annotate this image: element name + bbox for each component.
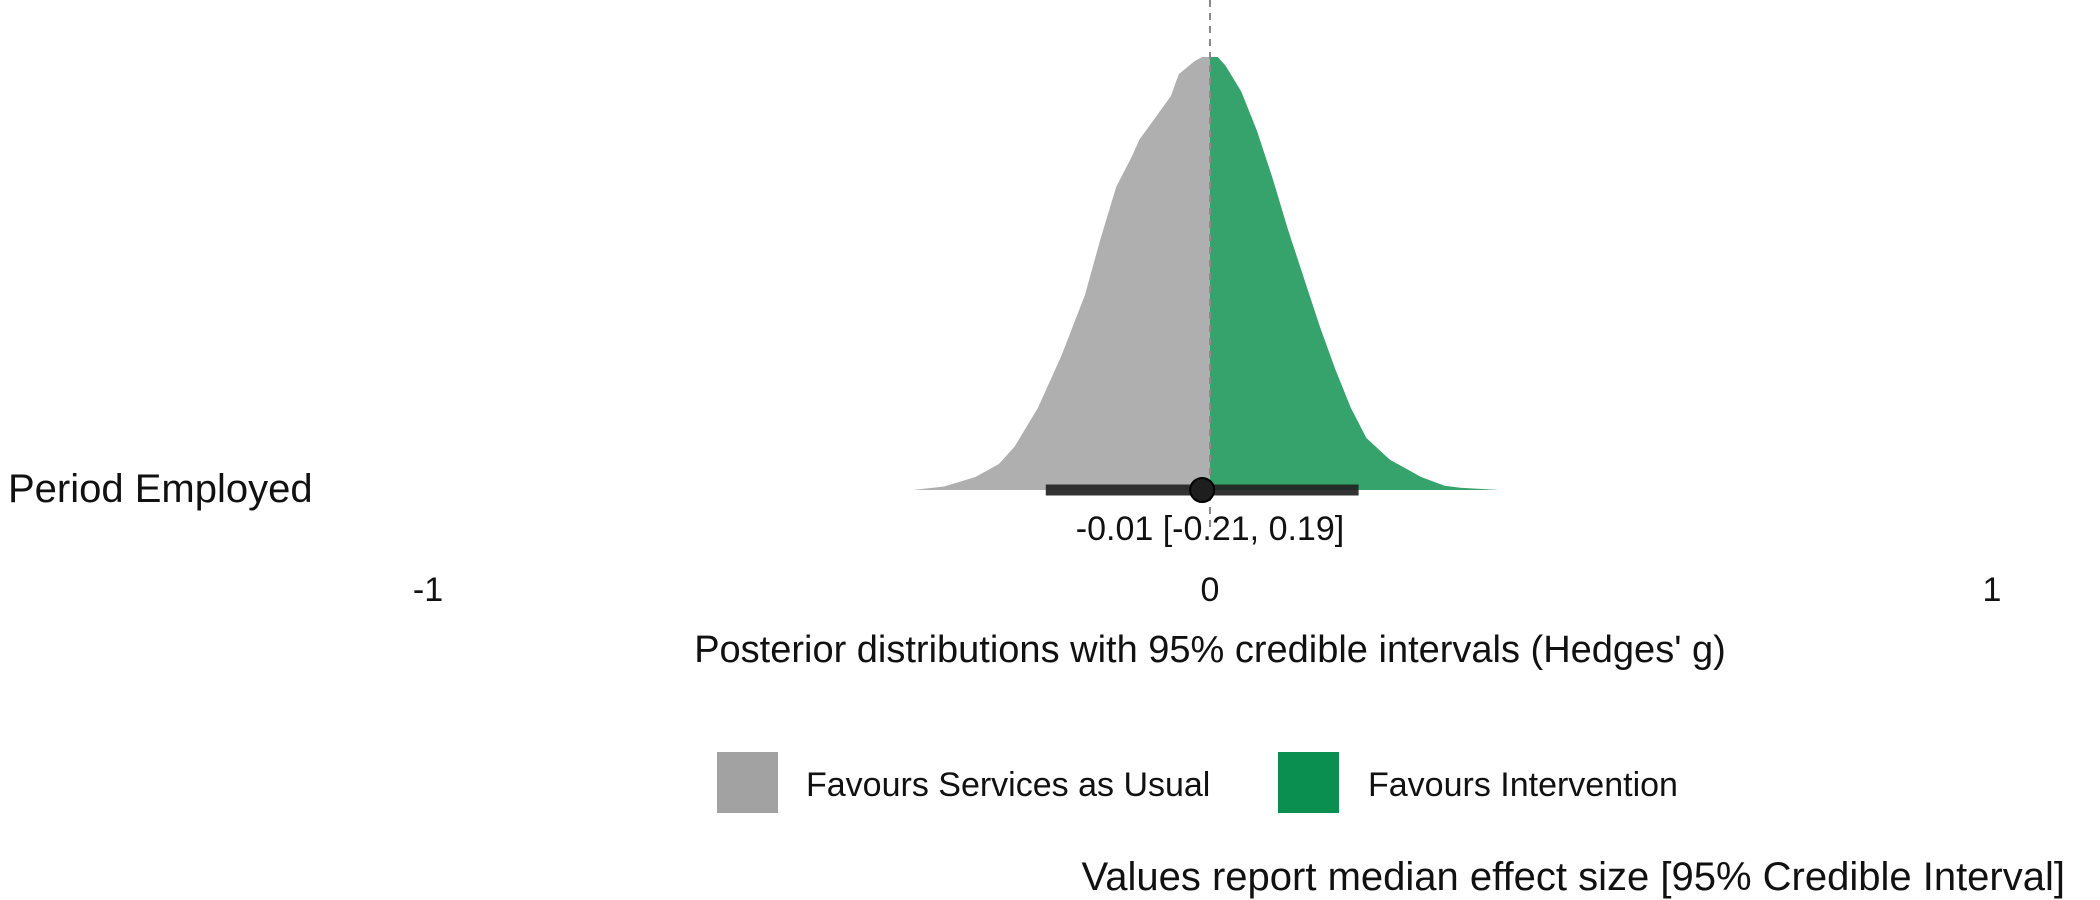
- x-axis-ticks: -1 0 1: [413, 571, 2002, 609]
- density-negative-area: [912, 57, 1210, 490]
- legend-label: Favours Services as Usual: [806, 766, 1210, 804]
- x-axis-label: Posterior distributions with 95% credibl…: [694, 629, 1726, 671]
- x-tick-label: -1: [413, 571, 443, 609]
- legend-label: Favours Intervention: [1368, 766, 1678, 804]
- caption: Values report median effect size [95% Cr…: [1082, 855, 2065, 899]
- interval-layer: -0.01 [-0.21, 0.19]: [1045, 477, 1359, 548]
- x-tick-label: 0: [1201, 571, 1220, 609]
- density-positive-area: [1210, 57, 1500, 490]
- density-layer: [912, 57, 1500, 490]
- legend-swatch: [717, 752, 778, 813]
- median-point: [1189, 477, 1216, 503]
- x-tick-label: 1: [1983, 571, 2002, 609]
- interval-label: -0.01 [-0.21, 0.19]: [1076, 510, 1344, 548]
- legend-swatch: [1278, 752, 1339, 813]
- legend: Favours Services as Usual Favours Interve…: [717, 752, 1678, 813]
- row-labels: Period Employed: [8, 467, 313, 511]
- row-label: Period Employed: [8, 467, 313, 511]
